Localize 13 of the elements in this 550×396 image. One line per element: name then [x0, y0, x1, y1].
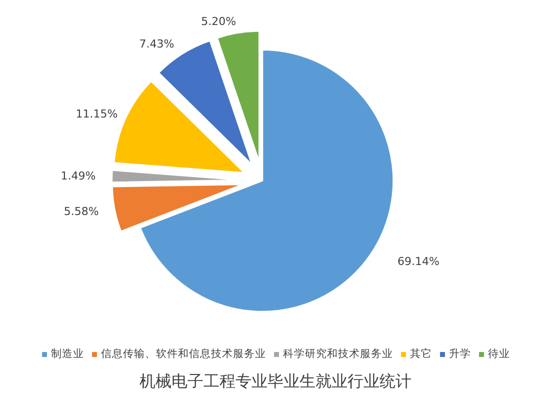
data-label: 7.43% [139, 37, 174, 50]
legend-label: 升学 [449, 347, 471, 361]
legend-label: 其它 [410, 347, 432, 361]
data-label: 1.49% [60, 169, 96, 182]
data-label: 5.58% [64, 205, 99, 218]
legend-label: 待业 [488, 347, 510, 361]
legend-label: 制造业 [51, 347, 84, 361]
data-label: 69.14% [398, 254, 440, 268]
legend-label: 科学研究和技术服务业 [283, 347, 393, 361]
data-label: 5.20% [201, 14, 236, 28]
legend-label: 信息传输、软件和信息技术服务业 [101, 347, 266, 361]
text: 机械电子工程专业毕业生就业行业统计 [140, 372, 412, 390]
data-label: 11.15% [76, 107, 118, 120]
